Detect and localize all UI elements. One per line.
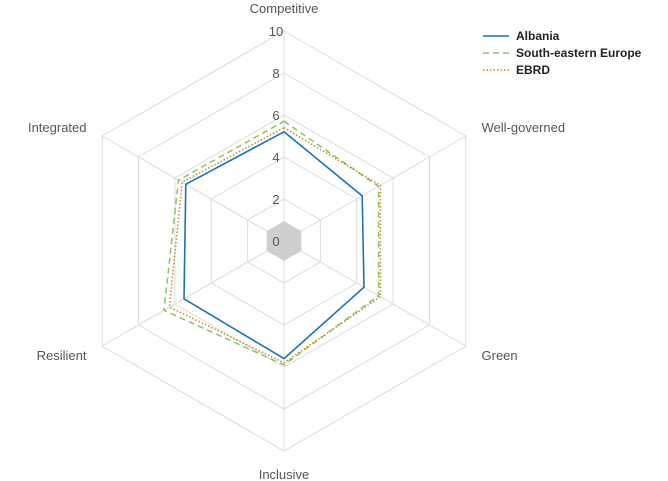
radar-grid	[101, 30, 467, 452]
legend-label: Albania	[516, 29, 560, 43]
tick-label: 8	[272, 66, 279, 81]
grid-spoke	[283, 240, 467, 347]
series-line-south-eastern-europe	[163, 120, 380, 366]
grid-spoke	[101, 240, 285, 347]
center-hexagon-shape	[266, 221, 302, 261]
legend-label: South-eastern Europe	[516, 46, 642, 60]
axis-labels: Competitive Well-governed Green Inclusive Re…	[28, 1, 565, 481]
center-hexagon	[266, 221, 302, 261]
tick-label: 0	[272, 234, 279, 249]
legend-label: EBRD	[516, 63, 550, 77]
tick-label: 4	[272, 150, 279, 165]
axis-label-competitive: Competitive	[250, 1, 319, 16]
tick-label: 10	[269, 24, 283, 39]
axis-label-inclusive: Inclusive	[259, 467, 310, 481]
axis-label-integrated: Integrated	[28, 120, 87, 135]
series-lines	[163, 120, 382, 366]
tick-label: 6	[272, 108, 279, 123]
axis-label-resilient: Resilient	[37, 348, 87, 363]
series-line-albania	[183, 131, 365, 360]
tick-labels: 0 2 4 6 8 10	[269, 24, 283, 249]
grid-spoke	[101, 135, 285, 242]
legend: Albania South-eastern Europe EBRD	[483, 29, 642, 77]
axis-label-green: Green	[482, 348, 518, 363]
series-line-ebrd	[168, 126, 382, 364]
axis-label-well-governed: Well-governed	[482, 120, 566, 135]
tick-label: 2	[272, 192, 279, 207]
grid-spoke	[283, 135, 467, 242]
